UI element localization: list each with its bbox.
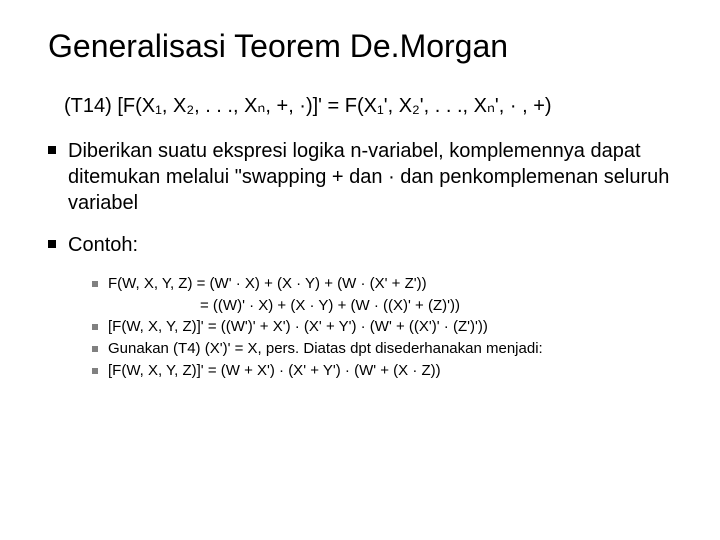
bullet-square-icon: [48, 240, 56, 248]
sub-bullet-icon: [92, 346, 98, 352]
sub-bullet-icon: [92, 281, 98, 287]
sub-text: [F(W, X, Y, Z)]' = (W + X') · (X' + Y') …: [108, 361, 441, 381]
bullet-square-icon: [48, 146, 56, 154]
slide-container: Generalisasi Teorem De.Morgan (T14) [F(X…: [0, 0, 720, 407]
sub-text: Gunakan (T4) (X')' = X, pers. Diatas dpt…: [108, 339, 543, 359]
sub-item: F(W, X, Y, Z) = (W' · X) + (X · Y) + (W …: [92, 274, 672, 294]
sub-text: [F(W, X, Y, Z)]' = ((W')' + X') · (X' + …: [108, 317, 488, 337]
sub-text: F(W, X, Y, Z) = (W' · X) + (X · Y) + (W …: [108, 274, 427, 294]
example-sublist: F(W, X, Y, Z) = (W' · X) + (X · Y) + (W …: [92, 274, 672, 381]
bullet-item: Contoh:: [48, 232, 672, 258]
theorem-formula: (T14) [F(X₁, X₂, . . ., Xₙ, +, ·)]' = F(…: [64, 93, 672, 118]
sub-item: [F(W, X, Y, Z)]' = (W + X') · (X' + Y') …: [92, 361, 672, 381]
sub-bullet-icon: [92, 324, 98, 330]
bullet-text: Diberikan suatu ekspresi logika n-variab…: [68, 138, 672, 216]
sub-continuation: = ((W)' · X) + (X · Y) + (W · ((X)' + (Z…: [200, 296, 672, 316]
slide-title: Generalisasi Teorem De.Morgan: [48, 28, 672, 65]
sub-item: Gunakan (T4) (X')' = X, pers. Diatas dpt…: [92, 339, 672, 359]
bullet-text: Contoh:: [68, 232, 138, 258]
sub-item: [F(W, X, Y, Z)]' = ((W')' + X') · (X' + …: [92, 317, 672, 337]
sub-bullet-icon: [92, 368, 98, 374]
sub-text: = ((W)' · X) + (X · Y) + (W · ((X)' + (Z…: [200, 296, 672, 316]
bullet-item: Diberikan suatu ekspresi logika n-variab…: [48, 138, 672, 216]
